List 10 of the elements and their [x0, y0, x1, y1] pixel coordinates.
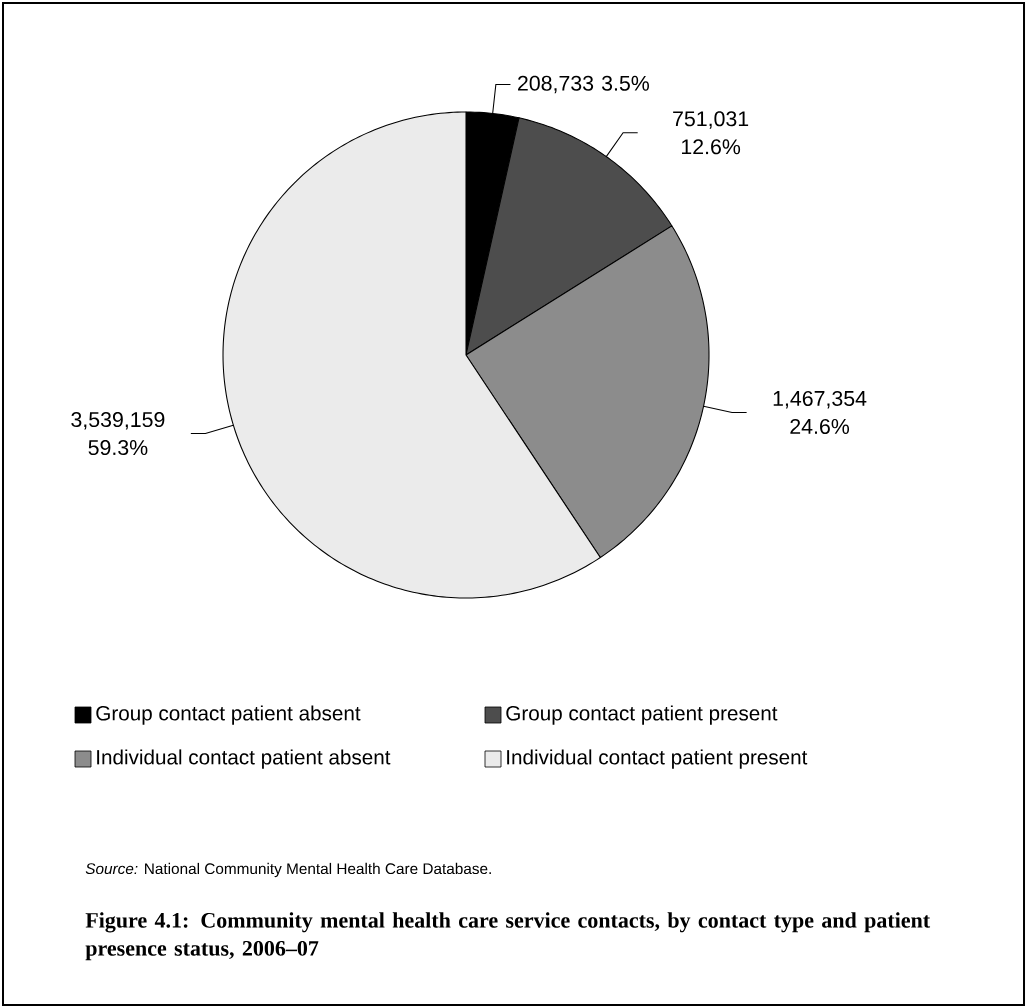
data-label: 208,733 3.5% [518, 75, 650, 94]
text: Source: National Community Mental Health Care Database. [85, 862, 491, 878]
data-label: 1,467,354 24.6% [773, 390, 867, 434]
legend-label: Individual contact patient absent [97, 749, 391, 769]
legend-label: Group contact patient absent [96, 705, 361, 725]
legend-label: Group contact patient present [506, 705, 778, 725]
text: Figure 4.1: Community mental health care service contacts, by contact type and patient presence status, 2006–07 [85, 912, 931, 961]
data-label: 3,539,159 59.3% [71, 412, 165, 456]
legend-label: Individual contact patient present [507, 749, 808, 769]
data-label: 751,031 12.6% [673, 111, 749, 155]
